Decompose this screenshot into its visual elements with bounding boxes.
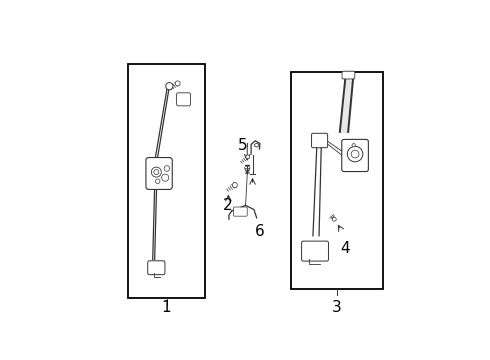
Circle shape [166, 82, 173, 90]
Circle shape [162, 174, 169, 181]
FancyBboxPatch shape [176, 93, 191, 106]
Bar [292, 72, 383, 288]
Circle shape [232, 183, 237, 188]
Circle shape [175, 81, 180, 86]
Text: 5: 5 [238, 138, 247, 153]
Text: 2: 2 [223, 198, 232, 213]
Circle shape [332, 217, 336, 221]
FancyBboxPatch shape [147, 261, 165, 275]
FancyBboxPatch shape [342, 139, 368, 172]
FancyBboxPatch shape [342, 71, 355, 79]
FancyBboxPatch shape [301, 241, 328, 261]
Circle shape [351, 150, 359, 158]
Text: 1: 1 [162, 301, 172, 315]
Circle shape [155, 179, 160, 184]
FancyBboxPatch shape [233, 207, 247, 216]
Ellipse shape [254, 144, 259, 147]
Text: 4: 4 [341, 241, 350, 256]
Circle shape [352, 144, 355, 147]
Circle shape [164, 166, 170, 171]
Text: 6: 6 [255, 224, 264, 239]
FancyBboxPatch shape [146, 158, 172, 189]
Circle shape [151, 167, 161, 177]
FancyBboxPatch shape [312, 133, 328, 148]
Text: 3: 3 [332, 301, 342, 315]
Circle shape [347, 146, 363, 162]
Circle shape [154, 170, 159, 175]
Bar [128, 64, 205, 298]
Circle shape [246, 155, 250, 159]
